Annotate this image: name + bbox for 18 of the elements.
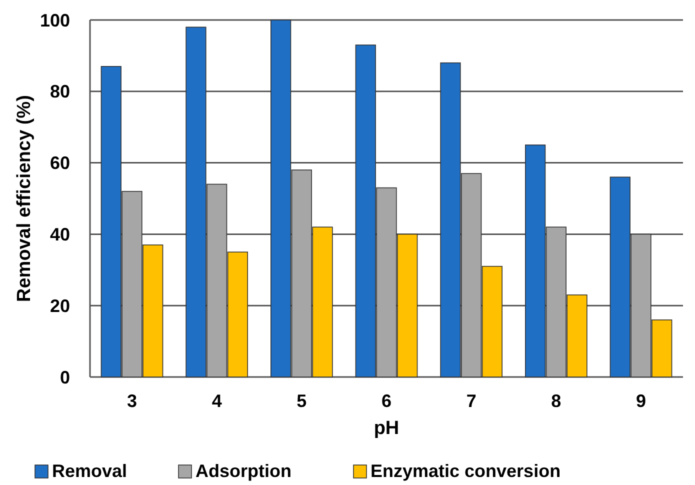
y-tick-label: 0 — [60, 367, 70, 388]
y-tick-label: 60 — [50, 153, 70, 174]
y-tick-label: 100 — [40, 10, 70, 30]
y-tick-label: 80 — [50, 82, 70, 102]
legend-label: Adsorption — [196, 461, 292, 481]
x-tick-label: 7 — [466, 391, 476, 411]
x-tick-label: 3 — [126, 391, 137, 411]
legend-label: Removal — [52, 461, 128, 481]
y-axis-title: Removal efficiency (%) — [14, 95, 35, 302]
legend-label: Enzymatic conversion — [370, 461, 561, 481]
x-tick-label: 9 — [636, 391, 646, 411]
x-tick-label: 4 — [212, 391, 222, 411]
x-tick-label: 6 — [381, 391, 392, 411]
y-tick-label: 20 — [50, 296, 70, 316]
x-tick-label: 8 — [551, 391, 562, 411]
y-tick-label: 40 — [50, 224, 70, 244]
x-tick-label: 5 — [296, 391, 307, 411]
x-axis-title: pH — [374, 418, 400, 439]
